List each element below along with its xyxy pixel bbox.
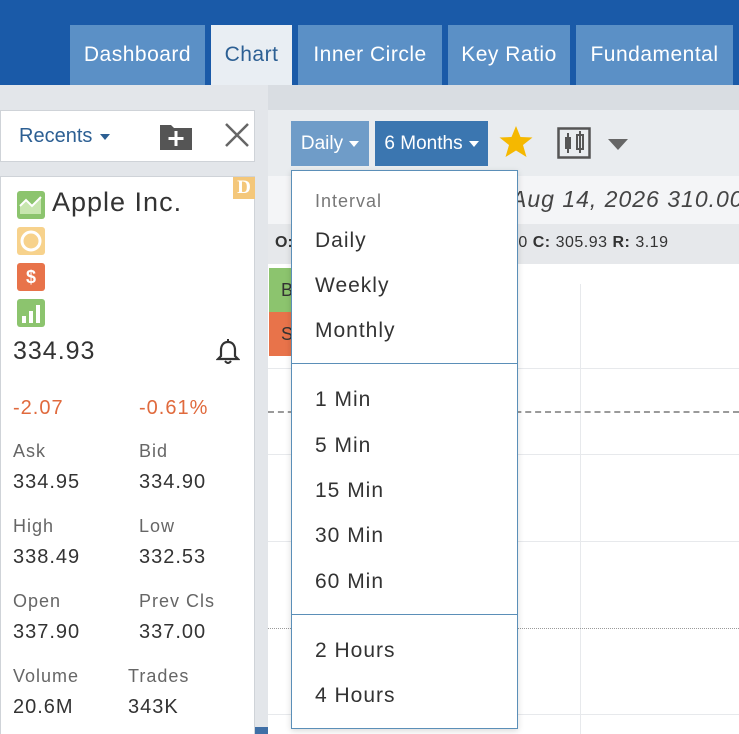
volume-value: 20.6M [13, 696, 74, 718]
bar-chart-icon[interactable] [17, 299, 45, 327]
ask-label: Ask [13, 441, 47, 461]
star-icon[interactable] [498, 125, 534, 159]
circle-icon[interactable] [17, 227, 45, 255]
quote-card: D Apple Inc. $ 334.93 -2.07 -0.61% Ask B… [0, 176, 255, 734]
menu-item-1-min[interactable]: 1 Min [315, 388, 372, 411]
ask-value: 334.95 [13, 471, 81, 493]
bell-icon[interactable] [216, 339, 240, 365]
chevron-down-icon [468, 140, 479, 147]
gridline [580, 284, 581, 734]
volume-label: Volume [13, 666, 80, 686]
chart-toolbar: Daily 6 Months [268, 110, 739, 176]
close-icon[interactable] [223, 121, 251, 149]
candlestick-icon[interactable] [557, 127, 591, 159]
chevron-down-icon [100, 133, 111, 140]
dropdown-header: Interval [315, 191, 383, 211]
ohlc-close-label: C: [532, 234, 551, 251]
menu-item-5-min[interactable]: 5 Min [315, 434, 372, 457]
menu-item-2-hours[interactable]: 2 Hours [315, 639, 396, 662]
recents-label: Recents [19, 125, 93, 147]
dropdown-divider [292, 614, 517, 615]
recents-dropdown[interactable]: Recents [19, 125, 111, 148]
tab-chart[interactable]: Chart [211, 25, 292, 85]
high-value: 338.49 [13, 546, 81, 568]
add-folder-icon[interactable] [159, 121, 193, 151]
scrollbar[interactable] [255, 727, 268, 734]
menu-item-4-hours[interactable]: 4 Hours [315, 684, 396, 707]
top-nav-bar: Dashboard Chart Inner Circle Key Ratio F… [0, 0, 739, 85]
tab-fundamental[interactable]: Fundamental [576, 25, 733, 85]
left-panel: Recents D Apple Inc. $ 334.93 [0, 85, 268, 734]
high-label: High [13, 516, 55, 536]
ohlc-open-label: O: [275, 234, 293, 251]
trades-label: Trades [128, 666, 190, 686]
delayed-badge: D [233, 177, 255, 199]
ohlc-close-value: 305.93 [555, 234, 608, 251]
recents-header: Recents [0, 110, 255, 162]
interval-dropdown-menu: Interval Daily Weekly Monthly 1 Min 5 Mi… [291, 170, 518, 729]
open-value: 337.90 [13, 621, 81, 643]
dollar-icon-glyph: $ [25, 266, 36, 287]
menu-item-60-min[interactable]: 60 Min [315, 570, 385, 593]
trades-value: 343K [128, 696, 179, 718]
low-label: Low [139, 516, 176, 536]
price-change: -2.07 [13, 397, 64, 419]
open-label: Open [13, 591, 62, 611]
caret-down-icon[interactable] [608, 139, 628, 150]
chart-date-price: Aug 14, 2026 310.00 [511, 186, 739, 212]
tab-dashboard[interactable]: Dashboard [70, 25, 205, 85]
menu-item-weekly[interactable]: Weekly [315, 274, 390, 297]
tab-key-ratio[interactable]: Key Ratio [448, 25, 570, 85]
ohlc-range-value: 3.19 [635, 234, 669, 251]
low-value: 332.53 [139, 546, 207, 568]
menu-item-15-min[interactable]: 15 Min [315, 479, 385, 502]
prev-close-value: 337.00 [139, 621, 207, 643]
area-chart-icon[interactable] [17, 191, 45, 219]
prev-close-label: Prev Cls [139, 591, 216, 611]
chevron-down-icon [349, 140, 360, 147]
range-label: 6 Months [384, 132, 463, 154]
bid-value: 334.90 [139, 471, 207, 493]
range-dropdown[interactable]: 6 Months [375, 121, 488, 166]
dropdown-divider [292, 363, 517, 364]
tab-inner-circle[interactable]: Inner Circle [298, 25, 442, 85]
company-name: Apple Inc. [52, 187, 183, 217]
interval-dropdown[interactable]: Daily [291, 121, 369, 166]
menu-item-30-min[interactable]: 30 Min [315, 524, 385, 547]
menu-item-monthly[interactable]: Monthly [315, 319, 396, 342]
last-price: 334.93 [13, 337, 96, 365]
price-change-percent: -0.61% [139, 397, 209, 419]
ohlc-values: 80 C: 305.93 R: 3.19 [509, 234, 668, 252]
dollar-icon[interactable]: $ [17, 263, 45, 291]
interval-label: Daily [300, 132, 344, 154]
menu-item-daily[interactable]: Daily [315, 229, 367, 252]
ohlc-range-label: R: [612, 234, 631, 251]
bid-label: Bid [139, 441, 169, 461]
